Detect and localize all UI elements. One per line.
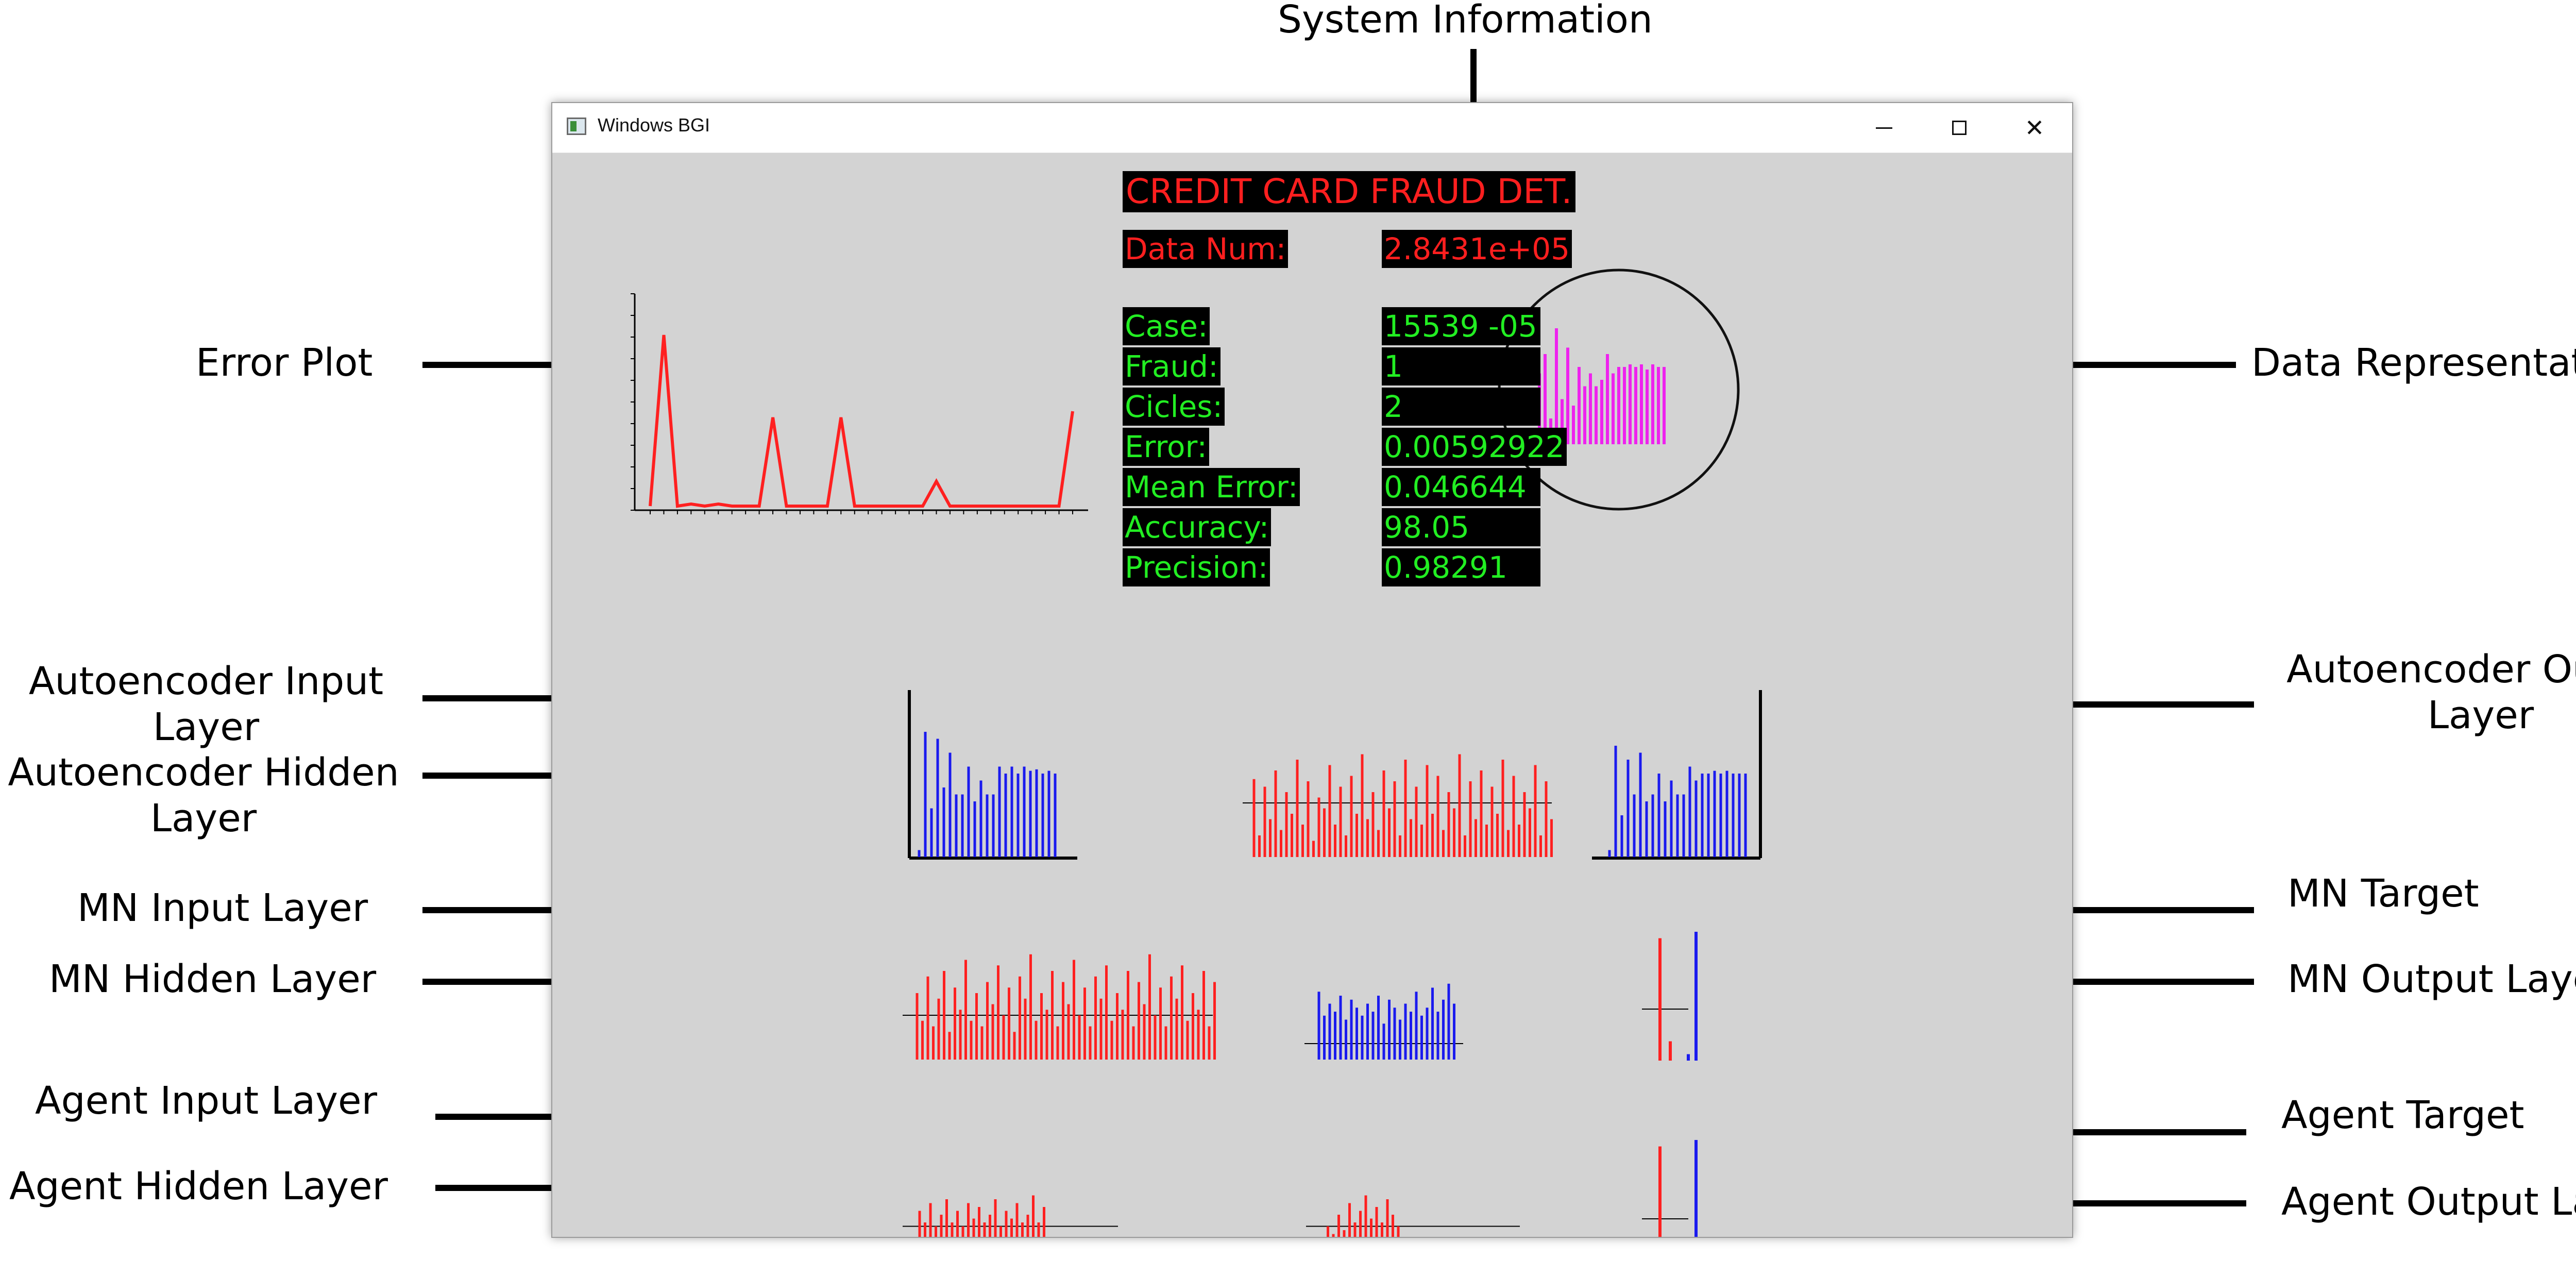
stat-value: 98.05 [1382,508,1540,546]
label-data-representation: Data Representation [2251,341,2576,385]
maximize-icon [1952,121,1967,135]
app-title: CREDIT CARD FRAUD DET. [1123,171,1575,212]
bgi-canvas: CREDIT CARD FRAUD DET. Data Num: 2.8431e… [552,153,2072,1237]
stat-label: Error: [1123,428,1209,466]
label-autoencoder-output-layer: Autoencoder Output Layer [2286,647,2576,737]
minimize-icon [1876,127,1892,129]
stat-label: Fraud: [1123,347,1221,385]
stat-label: Accuracy: [1123,508,1272,546]
stat-label: Precision: [1123,548,1270,586]
stat-label: Case: [1123,307,1210,345]
label-mn-target: MN Target [2287,871,2479,916]
bgi-app-icon [567,118,586,135]
label-mn-input-layer: MN Input Layer [77,886,368,930]
plots-layer [631,269,1762,1237]
bgi-window: Windows BGI ✕ CREDIT CARD FRAUD DET. Dat… [551,102,2073,1238]
maximize-button[interactable] [1922,103,1997,153]
label-error-plot: Error Plot [196,341,373,385]
window-title: Windows BGI [598,114,710,136]
minimize-button[interactable] [1846,103,1922,153]
label-system-information: System Information [1278,0,1653,42]
data-num-value: 2.8431e+05 [1382,230,1572,268]
close-icon: ✕ [2024,114,2045,142]
label-agent-output-layer: Agent Output Layer [2281,1180,2576,1224]
stat-value: 2 [1382,388,1540,426]
label-mn-output-layer: MN Output Layer [2287,957,2576,1001]
stat-value: 0.046644 [1382,468,1540,506]
stat-value: 0.98291 [1382,548,1540,586]
label-autoencoder-input-layer: Autoencoder Input Layer [28,659,384,749]
label-autoencoder-hidden-layer: Autoencoder Hidden Layer [8,750,399,841]
data-num-label: Data Num: [1123,230,1289,268]
error-line [649,334,1074,508]
label-mn-hidden-layer: MN Hidden Layer [49,957,377,1001]
stat-label: Mean Error: [1123,468,1300,506]
stat-value: 15539 -05 [1382,307,1540,345]
title-bar[interactable]: Windows BGI ✕ [552,103,2072,153]
stat-value: 1 [1382,347,1540,385]
close-button[interactable]: ✕ [1997,103,2072,153]
label-agent-hidden-layer: Agent Hidden Layer [9,1164,388,1209]
stat-value: 0.00592922 [1382,428,1567,466]
stat-label: Cicles: [1123,388,1225,426]
label-agent-input-layer: Agent Input Layer [35,1079,378,1123]
label-agent-target: Agent Target [2281,1093,2524,1137]
